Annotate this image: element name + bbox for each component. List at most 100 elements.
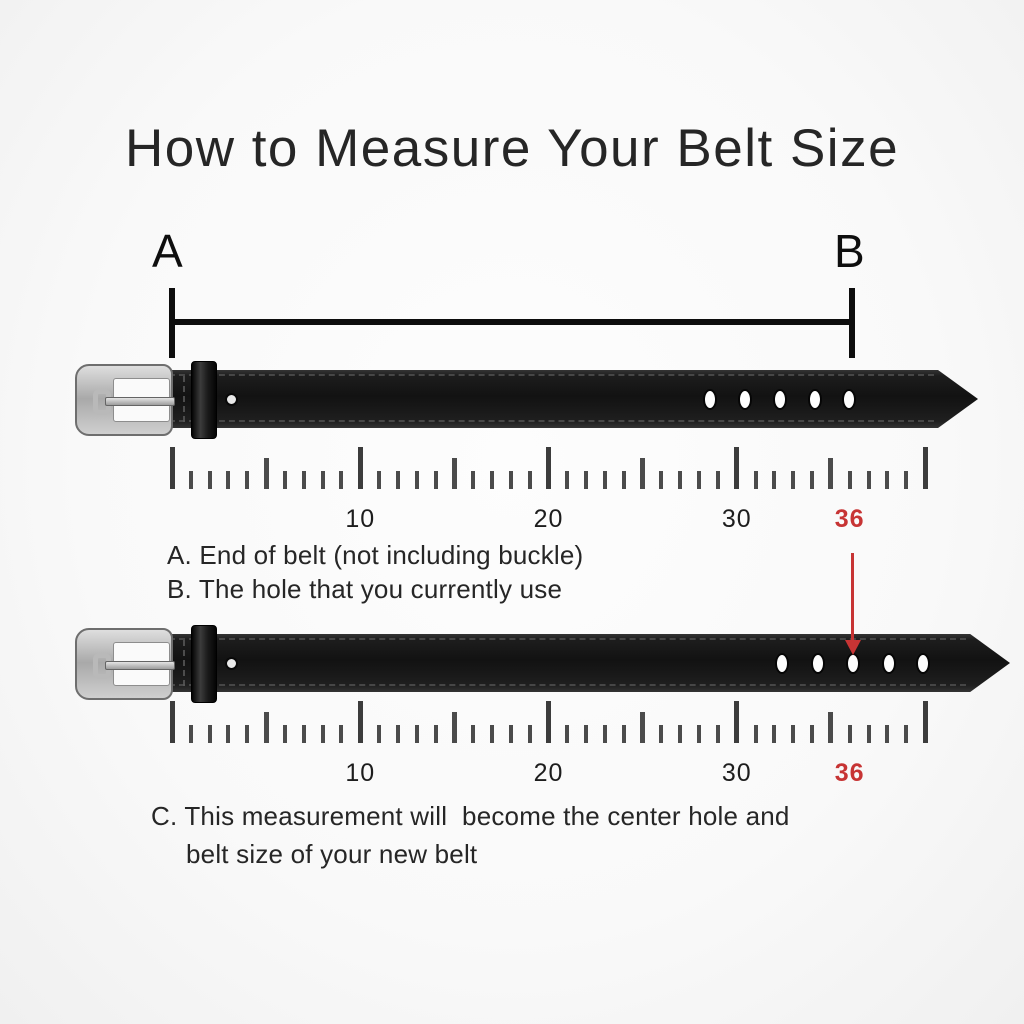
ruler-top-tick-28 bbox=[697, 471, 702, 489]
ruler-bottom-tick-13 bbox=[414, 725, 419, 743]
ruler-bottom-tick-29 bbox=[715, 725, 720, 743]
ruler-top-tick-4 bbox=[245, 471, 250, 489]
current-belt-buckle-prong bbox=[105, 397, 175, 406]
ruler-bottom-tick-22 bbox=[584, 725, 589, 743]
ruler-bottom-tick-0 bbox=[169, 701, 175, 743]
measurement-endcap-a bbox=[169, 288, 175, 358]
ruler-bottom-tick-8 bbox=[320, 725, 325, 743]
ruler-bottom-label-30: 30 bbox=[721, 759, 752, 787]
ruler-bottom bbox=[0, 701, 1024, 743]
ruler-top-tick-21 bbox=[565, 471, 570, 489]
annotation-a: A. End of belt (not including buckle) bbox=[167, 540, 584, 570]
ruler-bottom-tick-16 bbox=[471, 725, 476, 743]
current-belt-buckle-hole bbox=[225, 393, 238, 406]
page-title: How to Measure Your Belt Size bbox=[124, 119, 900, 178]
ruler-top-tick-27 bbox=[678, 471, 683, 489]
measurement-line bbox=[170, 319, 855, 325]
ruler-top-label-36: 36 bbox=[834, 505, 865, 533]
new-belt-stitch-top bbox=[169, 638, 966, 640]
ruler-bottom-tick-5 bbox=[263, 712, 269, 743]
ruler-top-tick-31 bbox=[753, 471, 758, 489]
new-belt-keeper bbox=[191, 625, 217, 703]
ruler-bottom-tick-2 bbox=[207, 725, 212, 743]
ruler-top-tick-34 bbox=[810, 471, 815, 489]
new-belt-stitch-vertical bbox=[183, 640, 185, 686]
ruler-top-tick-37 bbox=[866, 471, 871, 489]
ruler-top-tick-12 bbox=[395, 471, 400, 489]
ruler-top-tick-13 bbox=[414, 471, 419, 489]
ruler-top-tick-14 bbox=[433, 471, 438, 489]
current-belt-stitch-top bbox=[169, 374, 934, 376]
ruler-bottom-tick-24 bbox=[621, 725, 626, 743]
ruler-bottom-tick-23 bbox=[602, 725, 607, 743]
new-belt-hole-1 bbox=[775, 653, 789, 674]
ruler-bottom-tick-17 bbox=[490, 725, 495, 743]
highlight-arrow-head bbox=[845, 640, 861, 655]
ruler-bottom-tick-21 bbox=[565, 725, 570, 743]
ruler-bottom-label-10: 10 bbox=[345, 759, 376, 787]
annotation-b: B. The hole that you currently use bbox=[167, 574, 563, 604]
endpoint-label-b: B bbox=[834, 225, 865, 277]
ruler-bottom-label-20: 20 bbox=[533, 759, 564, 787]
ruler-bottom-tick-11 bbox=[377, 725, 382, 743]
new-belt-hole-5 bbox=[916, 653, 930, 674]
ruler-bottom-tick-18 bbox=[508, 725, 513, 743]
new-belt-buckle-hole bbox=[225, 657, 238, 670]
ruler-top-tick-32 bbox=[772, 471, 777, 489]
ruler-top-tick-15 bbox=[451, 458, 457, 489]
ruler-bottom-tick-19 bbox=[527, 725, 532, 743]
current-belt-stitch-bottom bbox=[169, 420, 934, 422]
ruler-bottom-tick-9 bbox=[339, 725, 344, 743]
new-belt-hole-4 bbox=[882, 653, 896, 674]
current-belt-keeper bbox=[191, 361, 217, 439]
ruler-bottom-tick-6 bbox=[282, 725, 287, 743]
ruler-top-tick-0 bbox=[169, 447, 175, 489]
ruler-top-tick-7 bbox=[301, 471, 306, 489]
current-belt-illustration bbox=[0, 361, 1024, 439]
ruler-bottom-tick-35 bbox=[828, 712, 834, 743]
measurement-endcap-b bbox=[849, 288, 855, 358]
annotation-c-line2: belt size of your new belt bbox=[186, 839, 478, 869]
ruler-bottom-tick-40 bbox=[922, 701, 928, 743]
ruler-top-tick-5 bbox=[263, 458, 269, 489]
ruler-bottom-tick-32 bbox=[772, 725, 777, 743]
ruler-top-label-20: 20 bbox=[533, 505, 564, 533]
ruler-top-tick-22 bbox=[584, 471, 589, 489]
ruler-top-tick-29 bbox=[715, 471, 720, 489]
ruler-top-tick-30 bbox=[734, 447, 740, 489]
ruler-bottom-label-36: 36 bbox=[834, 759, 865, 787]
annotation-c-line1: C. This measurement will become the cent… bbox=[151, 801, 790, 831]
ruler-top-tick-3 bbox=[226, 471, 231, 489]
new-belt-buckle-frame bbox=[75, 628, 175, 700]
ruler-top-tick-11 bbox=[377, 471, 382, 489]
current-belt-buckle-frame bbox=[75, 364, 175, 436]
ruler-top-tick-23 bbox=[602, 471, 607, 489]
ruler-top-tick-26 bbox=[659, 471, 664, 489]
new-belt-stitch-bottom bbox=[169, 684, 966, 686]
ruler-bottom-tick-1 bbox=[188, 725, 193, 743]
ruler-bottom-tick-20 bbox=[546, 701, 551, 743]
ruler-top-tick-36 bbox=[847, 471, 852, 489]
ruler-top-tick-18 bbox=[508, 471, 513, 489]
ruler-top-tick-38 bbox=[885, 471, 890, 489]
ruler-top-tick-19 bbox=[527, 471, 532, 489]
ruler-top-tick-35 bbox=[828, 458, 834, 489]
current-belt-stitch-vertical bbox=[183, 376, 185, 422]
new-belt-hole-2 bbox=[811, 653, 825, 674]
current-belt-hole-1 bbox=[703, 389, 717, 410]
ruler-bottom-tick-33 bbox=[791, 725, 796, 743]
ruler-bottom-tick-4 bbox=[245, 725, 250, 743]
ruler-bottom-tick-14 bbox=[433, 725, 438, 743]
ruler-top-tick-10 bbox=[357, 447, 363, 489]
ruler-top-tick-2 bbox=[207, 471, 212, 489]
ruler-bottom-tick-26 bbox=[659, 725, 664, 743]
current-belt-hole-4 bbox=[808, 389, 822, 410]
new-belt-illustration bbox=[0, 625, 1024, 703]
ruler-bottom-tick-25 bbox=[640, 712, 646, 743]
ruler-bottom-tick-7 bbox=[301, 725, 306, 743]
ruler-top-tick-25 bbox=[640, 458, 646, 489]
ruler-top-tick-8 bbox=[320, 471, 325, 489]
ruler-top-tick-24 bbox=[621, 471, 626, 489]
ruler-top-label-30: 30 bbox=[721, 505, 752, 533]
